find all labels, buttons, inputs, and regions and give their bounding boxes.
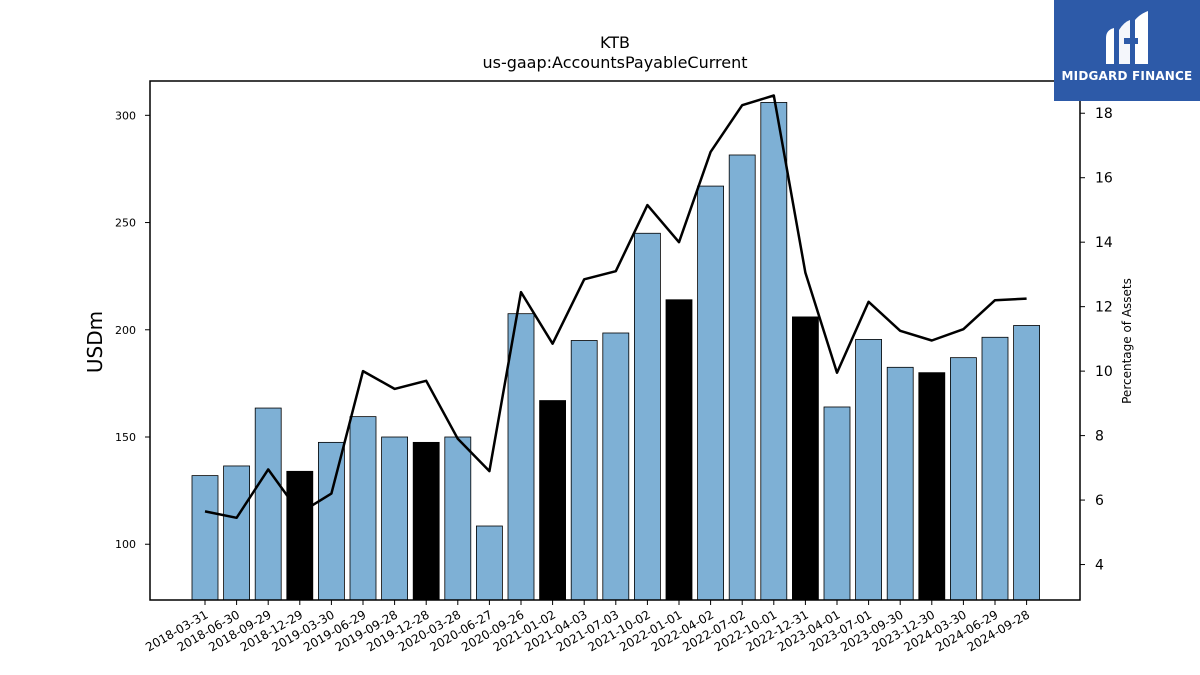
x-axis-ticks: 2018-03-312018-06-302018-09-292018-12-29…: [143, 600, 1032, 654]
y2-tick-label: 14: [1095, 235, 1113, 251]
y2-tick-label: 16: [1095, 171, 1113, 187]
bar-2019-09-28: [381, 436, 409, 601]
y-tick-label: 200: [115, 324, 136, 337]
y-tick-label: 250: [115, 217, 136, 230]
bar-2020-09-26: [507, 313, 535, 601]
y2-axis-ticks: 4 6 8 10 12 14 16 18: [1080, 106, 1113, 574]
y-tick-label: 150: [115, 431, 136, 444]
bar-2018-09-29: [254, 407, 282, 601]
bar-2019-03-30: [317, 441, 345, 601]
bar-2019-06-29: [349, 416, 377, 601]
bar-2024-06-29: [981, 336, 1009, 601]
bar-2023-09-30: [886, 366, 914, 601]
bar-2018-06-30: [223, 465, 251, 601]
y-axis-label: USDm: [83, 311, 107, 373]
bar-2020-03-28: [444, 436, 472, 601]
y2-tick-label: 8: [1095, 429, 1104, 445]
y2-tick-label: 18: [1095, 106, 1113, 122]
bar-group: [191, 102, 1040, 601]
bar-2022-10-01: [760, 102, 788, 601]
bar-2022-07-02: [728, 154, 756, 601]
bar-2021-10-02: [634, 232, 661, 601]
bar-2022-12-31: [792, 316, 819, 601]
chart-title: KTB: [600, 33, 630, 52]
bar-2021-01-02: [539, 400, 566, 601]
percentage-line: [204, 94, 1027, 520]
bar-2021-04-03: [570, 340, 598, 601]
logo-mark-icon: [1106, 11, 1148, 64]
y2-tick-label: 6: [1095, 493, 1104, 509]
bar-2022-04-02: [697, 185, 724, 601]
bar-2024-09-28: [1013, 325, 1040, 601]
bar-2018-03-31: [191, 475, 219, 601]
logo-text: MIDGARD FINANCE: [1061, 69, 1193, 83]
bar-2020-06-27: [475, 525, 503, 601]
bar-2023-12-30: [918, 372, 946, 601]
y2-tick-label: 12: [1095, 300, 1113, 316]
brand-logo: MIDGARD FINANCE: [1054, 0, 1200, 101]
y2-tick-label: 10: [1095, 364, 1113, 380]
bar-2024-03-30: [950, 357, 977, 601]
y2-tick-label: 4: [1095, 558, 1104, 574]
bar-2018-12-29: [286, 470, 314, 601]
bar-2021-07-03: [602, 332, 630, 601]
chart-subtitle: us-gaap:AccountsPayableCurrent: [482, 53, 747, 72]
line-group: [204, 94, 1027, 520]
y-tick-label: 300: [115, 109, 136, 122]
y-axis-ticks: 100 150 200 250 300: [115, 109, 150, 551]
bar-2023-07-01: [855, 339, 882, 601]
y2-axis-label: Percentage of Assets: [1120, 278, 1134, 404]
bar-2022-01-01: [665, 299, 693, 601]
bar-2023-04-01: [823, 406, 851, 601]
plot-frame: [149, 80, 1081, 601]
y-tick-label: 100: [115, 538, 136, 551]
bar-2019-12-28: [412, 441, 440, 601]
